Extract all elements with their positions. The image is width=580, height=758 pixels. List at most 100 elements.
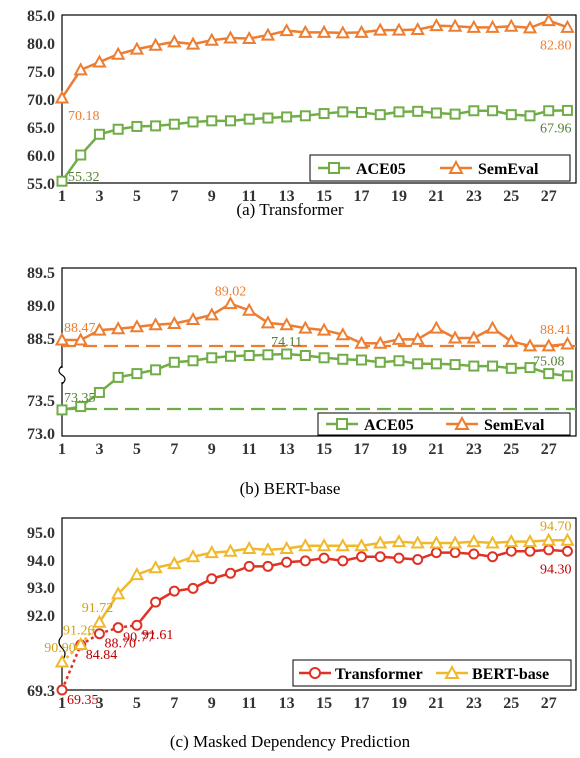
panel-b-reference-lines [62, 344, 576, 411]
series-bert-base-point [279, 540, 294, 554]
panel-a-x-ticks: 1 3 5 7 9 11 13 15 17 19 21 23 25 27 [58, 188, 557, 205]
series-ace05-point [187, 355, 199, 367]
series-ace05-point [131, 368, 143, 380]
series-semeval-point [148, 37, 163, 51]
x-tick-label: 25 [503, 695, 519, 712]
series-ace05-point [524, 362, 536, 374]
series-semeval-point [260, 27, 276, 41]
y-tick-label: 73.0 [27, 426, 55, 443]
series-ace05-point [356, 354, 368, 366]
series-bert-base-point [242, 540, 257, 554]
x-tick-label: 27 [541, 695, 557, 712]
series-ace05-point [430, 107, 442, 119]
x-tick-label: 9 [208, 695, 216, 712]
series-transformer-point [131, 619, 143, 631]
x-tick-label: 19 [391, 695, 407, 712]
series-semeval-point [541, 338, 556, 352]
series-semeval-point [447, 18, 463, 32]
series-ace05-point [168, 118, 180, 130]
y-tick-label: 95.0 [27, 525, 55, 542]
data-label: 91.61 [142, 628, 174, 643]
series-transformer-point [430, 547, 442, 559]
panel-b-annotations: 88.47 89.02 88.41 73.35 74.11 75.08 [64, 285, 571, 406]
series-semeval-point [354, 335, 369, 349]
series-semeval-point [504, 18, 519, 32]
series-semeval-point [541, 13, 556, 27]
series-ace05-point [75, 401, 87, 413]
series-bert-base-point [410, 535, 425, 549]
panel-c-legend-label-bert-base: BERT-base [472, 666, 549, 683]
series-bert-base-point [223, 543, 238, 557]
series-semeval-point [447, 330, 463, 344]
panel-a-y-ticks: 55.0 60.0 65.0 70.0 75.0 80.0 85.0 [27, 8, 55, 193]
series-ace05-point [393, 106, 405, 118]
series-transformer-point [374, 551, 386, 563]
series-ace05-point [243, 113, 255, 125]
x-tick-label: 1 [58, 441, 66, 458]
series-bert-base-point [92, 614, 107, 628]
series-transformer-point [524, 545, 536, 557]
series-bert-base-point [73, 636, 88, 651]
series-bert-base-point [316, 538, 332, 552]
series-semeval-point [485, 320, 500, 334]
series-semeval-point [522, 338, 538, 352]
series-bert-base-point [560, 532, 575, 546]
x-tick-label: 1 [58, 188, 66, 205]
data-label: 74.11 [271, 335, 302, 350]
panel-c-axis-break-mark [58, 635, 66, 661]
series-semeval-point [373, 22, 388, 36]
y-tick-label: 69.3 [27, 683, 55, 700]
panel-b-legend-label-ace05: ACE05 [364, 417, 414, 434]
series-ace05-point [337, 106, 349, 118]
series-transformer-point [505, 545, 517, 557]
series-ace05-point [430, 358, 442, 370]
series-transformer-point [112, 622, 124, 634]
series-semeval-point [298, 320, 313, 334]
x-tick-label: 5 [133, 188, 141, 205]
series-transformer-segment [60, 644, 82, 691]
x-tick-label: 15 [316, 188, 332, 205]
series-ace05-point [468, 105, 480, 117]
data-label: 94.30 [540, 562, 572, 577]
series-transformer-point [224, 567, 236, 579]
series-bert-base-point [185, 549, 201, 563]
series-bert-base-segment [61, 643, 82, 663]
x-tick-label: 5 [133, 441, 141, 458]
series-ace05-point [299, 350, 311, 362]
legend-square-marker [328, 162, 340, 174]
x-tick-label: 25 [503, 441, 519, 458]
series-transformer-point [150, 596, 162, 608]
x-tick-label: 21 [428, 695, 444, 712]
series-semeval-point [242, 30, 257, 45]
panel-b-series [54, 296, 575, 416]
series-ace05-point [112, 371, 124, 383]
x-tick-label: 23 [466, 188, 482, 205]
panel-c-annotations: 90.90 91.26 91.72 94.70 69.35 84.8488.7090.77… [44, 519, 571, 708]
series-ace05-point [393, 355, 405, 367]
x-tick-label: 7 [170, 695, 178, 712]
legend-triangle-marker [454, 415, 470, 430]
series-ace05-point [281, 348, 293, 360]
panel-c-legend: Transformer BERT-base [292, 659, 572, 687]
series-ace05-point [374, 109, 386, 121]
legend-square-marker [336, 418, 348, 430]
series-semeval-point [167, 315, 182, 329]
series-bert-base-point [148, 560, 163, 574]
series-ace05-point [224, 115, 236, 127]
panel-b-legend: ACE05 SemEval [317, 412, 571, 436]
series-semeval-point [391, 331, 407, 345]
series-semeval-point [410, 331, 425, 345]
series-semeval-point [167, 34, 182, 48]
series-semeval-point [316, 24, 332, 38]
series-ace05-point [543, 368, 555, 380]
series-bert-base-point [429, 535, 444, 549]
x-tick-label: 1 [58, 695, 66, 712]
series-bert-base-point [298, 538, 313, 552]
x-tick-label: 15 [316, 695, 332, 712]
series-transformer-point [449, 547, 461, 559]
x-tick-label: 9 [208, 441, 216, 458]
data-label: 88.70 [104, 637, 136, 652]
y-tick-label: 94.0 [27, 553, 55, 570]
series-semeval-point [429, 320, 444, 334]
